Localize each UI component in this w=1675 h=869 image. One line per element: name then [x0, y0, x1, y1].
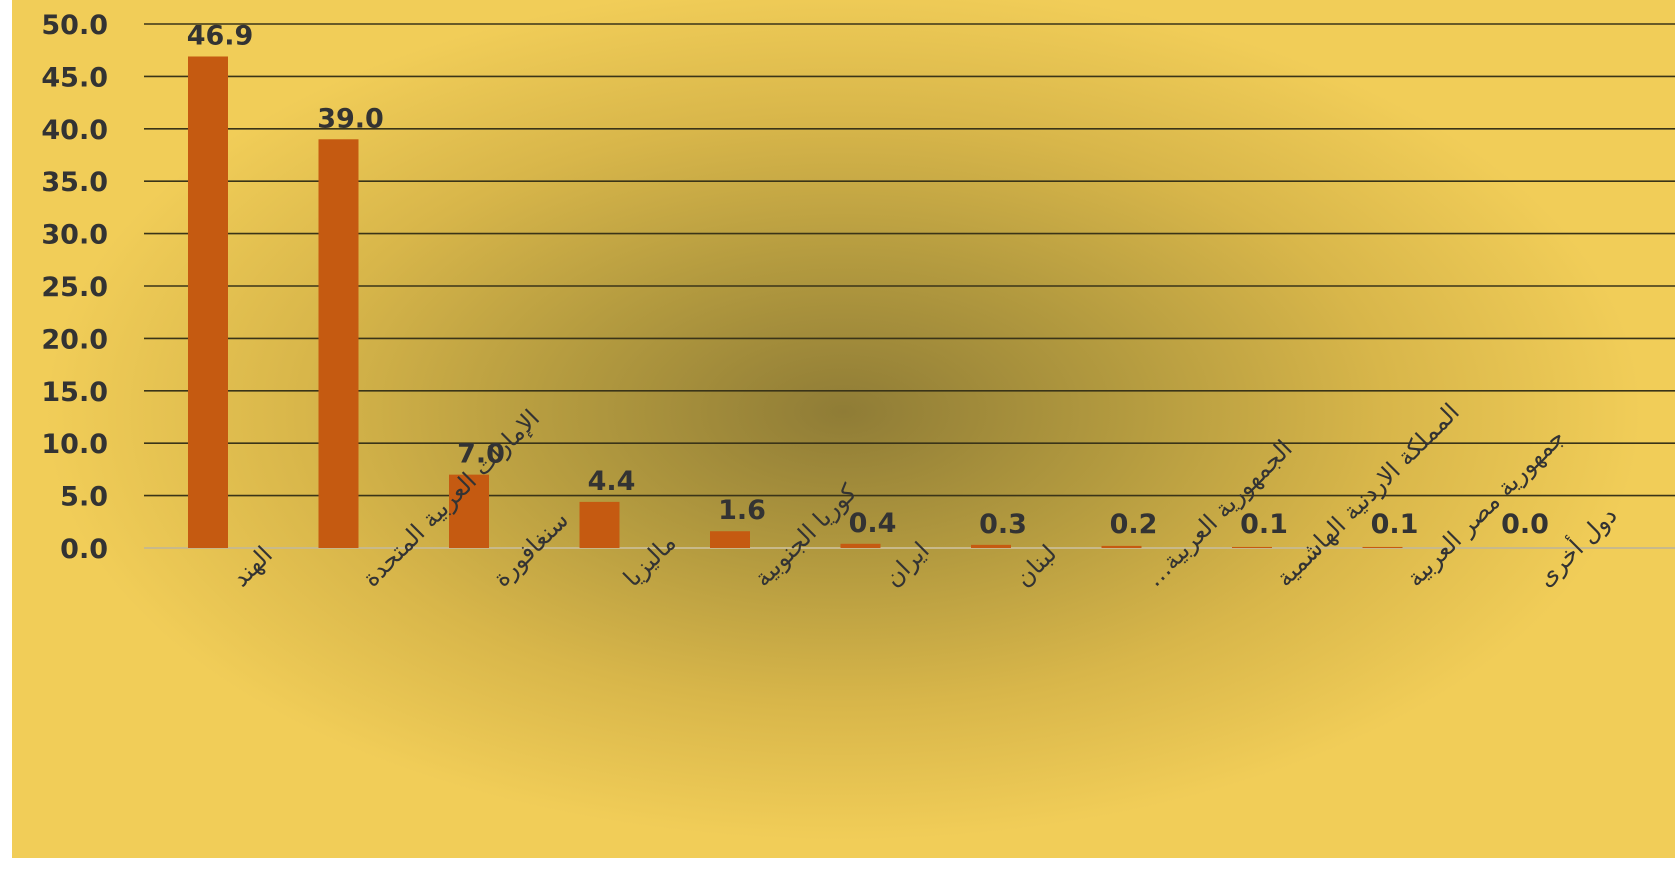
data-label: 39.0 — [317, 103, 384, 134]
data-label: 0.0 — [1501, 509, 1549, 540]
y-tick-label: 5.0 — [60, 482, 108, 513]
y-tick-label: 20.0 — [41, 324, 108, 355]
data-label: 46.9 — [187, 20, 254, 51]
bar — [449, 474, 489, 548]
data-label: 0.2 — [1110, 509, 1158, 540]
y-tick-label: 0.0 — [60, 534, 108, 565]
y-tick-label: 25.0 — [41, 272, 108, 303]
data-label: 0.1 — [1371, 509, 1419, 540]
data-label: 4.4 — [588, 466, 636, 497]
data-label: 7.0 — [457, 439, 505, 470]
category-label: سنغافورة — [487, 506, 573, 592]
category-label: ماليزيا — [618, 529, 682, 593]
y-tick-label: 15.0 — [41, 377, 108, 408]
y-tick-label: 35.0 — [41, 167, 108, 198]
bar — [579, 501, 620, 548]
y-tick-label: 30.0 — [41, 220, 108, 251]
bar-chart: 0.0 5.0 10.0 15.0 20.0 25.0 30.0 35.0 40.0 45.0 50… — [41, 10, 1675, 593]
data-label: 1.6 — [718, 495, 766, 526]
bar — [1362, 546, 1403, 548]
bar — [318, 139, 359, 548]
bar — [840, 543, 881, 548]
chart-area: 0.0 5.0 10.0 15.0 20.0 25.0 30.0 35.0 40.0 45.0 50… — [12, 0, 1675, 858]
data-label: 0.1 — [1240, 509, 1288, 540]
y-tick-label: 10.0 — [41, 429, 108, 460]
bar — [710, 531, 750, 548]
y-tick-label: 40.0 — [41, 115, 108, 146]
bar — [1101, 545, 1142, 548]
data-label: 0.4 — [849, 508, 897, 539]
y-tick-label: 45.0 — [41, 62, 108, 93]
bar — [1232, 546, 1272, 548]
bar — [971, 544, 1011, 548]
category-label: ايران — [879, 536, 935, 592]
data-label: 0.3 — [979, 509, 1027, 540]
bar — [188, 56, 228, 548]
y-tick-label: 50.0 — [41, 10, 108, 41]
